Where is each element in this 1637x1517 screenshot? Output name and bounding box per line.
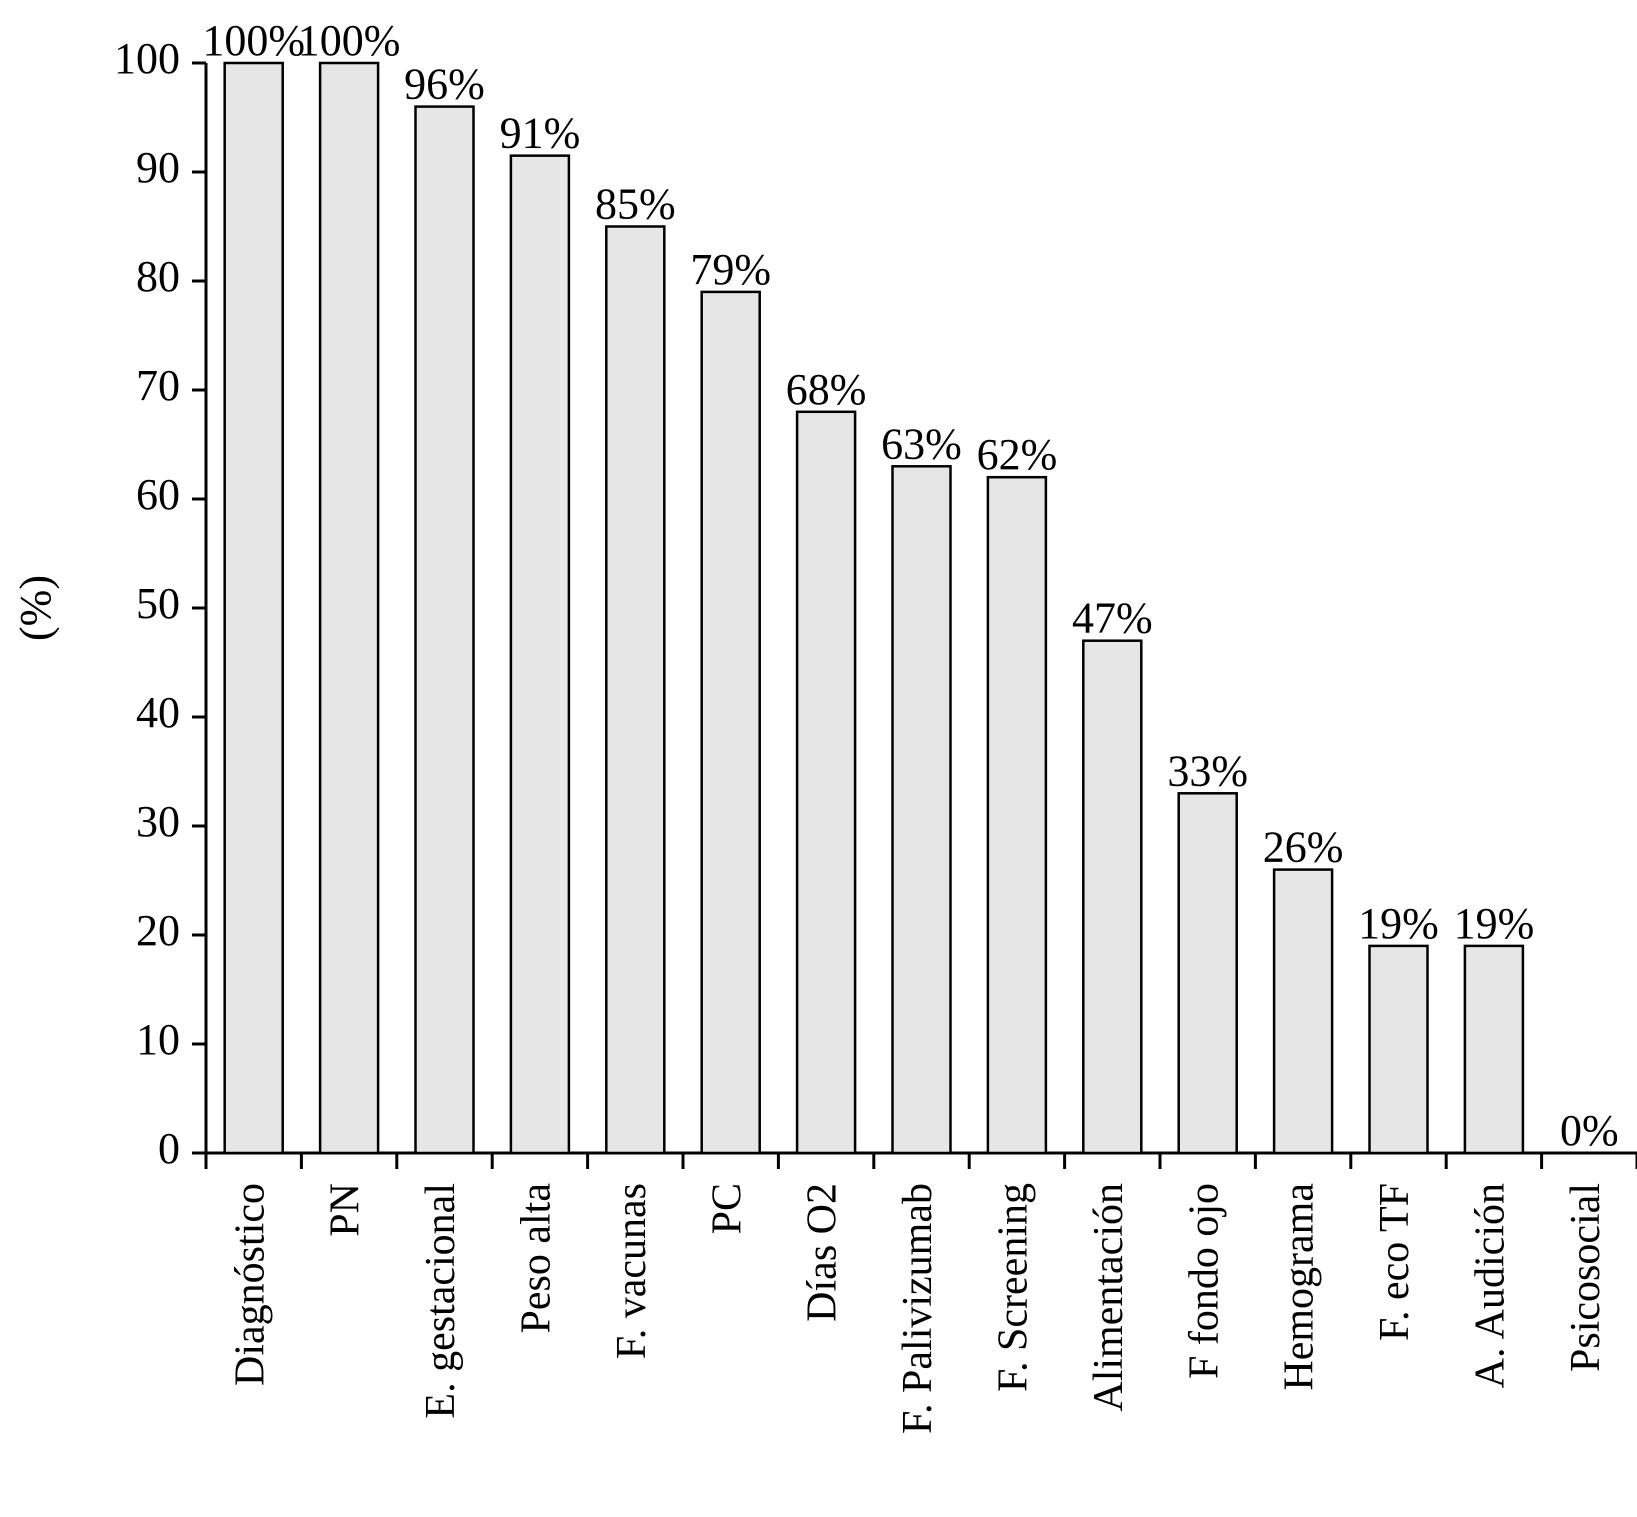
x-category-label: F. Palivizumab (895, 1183, 941, 1434)
x-category-label: F. vacunas (609, 1183, 655, 1359)
y-tick-label: 40 (136, 688, 180, 737)
bar (1368, 944, 1429, 1155)
bar (1272, 868, 1334, 1155)
y-tick-label: 30 (136, 797, 180, 846)
bar-data-label: 47% (1072, 594, 1153, 643)
y-tick-label: 20 (136, 906, 180, 955)
bar (891, 465, 952, 1155)
bar-data-label: 100% (202, 16, 305, 65)
bar-data-label: 79% (690, 245, 771, 294)
x-category-label: A. Audición (1468, 1183, 1514, 1388)
bar (605, 225, 666, 1155)
y-tick-label: 70 (136, 361, 180, 410)
x-category-label: PN (323, 1183, 369, 1237)
bar-data-label: 62% (977, 430, 1058, 479)
bar (795, 410, 857, 1155)
bar-data-label: 100% (298, 16, 401, 65)
y-tick-label: 50 (136, 579, 180, 628)
bar (223, 61, 284, 1155)
bar (509, 154, 571, 1155)
y-axis: 0 10 20 30 40 50 60 70 80 90 100 (114, 34, 208, 1173)
x-category-label: Alimentación (1086, 1183, 1132, 1412)
x-category-label: Diagnóstico (227, 1183, 273, 1386)
bar-data-label: 19% (1454, 899, 1535, 948)
x-category-label: F. Screening (991, 1183, 1037, 1392)
y-tick-label: 100 (114, 34, 180, 83)
bar (414, 105, 475, 1155)
y-axis-title: (%) (11, 575, 60, 641)
y-tick-label: 10 (136, 1015, 180, 1064)
x-category-label: F fondo ojo (1181, 1183, 1227, 1379)
x-axis: Diagnóstico PN E. gestacional Peso alta F. v… (204, 1151, 1637, 1434)
bar-data-label: 26% (1263, 823, 1344, 872)
bar (1082, 639, 1143, 1155)
bar (1177, 792, 1238, 1155)
x-category-label: Psicosocial (1563, 1183, 1609, 1372)
bar-data-label: 0% (1560, 1106, 1619, 1155)
bar-data-label: 96% (404, 60, 485, 109)
data-labels: 100%100%96%91%85%79%68%63% 62%47%33%26%19… (202, 16, 1618, 1155)
x-category-label: E. gestacional (418, 1183, 464, 1419)
x-category-label: Días O2 (800, 1183, 846, 1322)
bar-data-label: 85% (595, 180, 676, 229)
y-tick-label: 0 (158, 1124, 180, 1173)
x-category-label: Peso alta (514, 1183, 560, 1334)
x-category-label: Hemograma (1277, 1183, 1323, 1391)
y-tick-label: 80 (136, 252, 180, 301)
bar-data-label: 68% (786, 365, 867, 414)
bar (318, 61, 380, 1155)
x-category-label: F. eco TF (1372, 1183, 1418, 1341)
bar (1463, 944, 1525, 1155)
x-category-label: PC (704, 1183, 750, 1234)
bar-data-label: 19% (1358, 899, 1439, 948)
bars (223, 61, 1525, 1155)
bar (986, 475, 1048, 1155)
y-tick-label: 90 (136, 143, 180, 192)
bar-data-label: 33% (1167, 746, 1248, 795)
y-tick-label: 60 (136, 470, 180, 519)
bar-data-label: 91% (500, 109, 581, 158)
bar (700, 290, 761, 1155)
bar-data-label: 63% (881, 419, 962, 468)
